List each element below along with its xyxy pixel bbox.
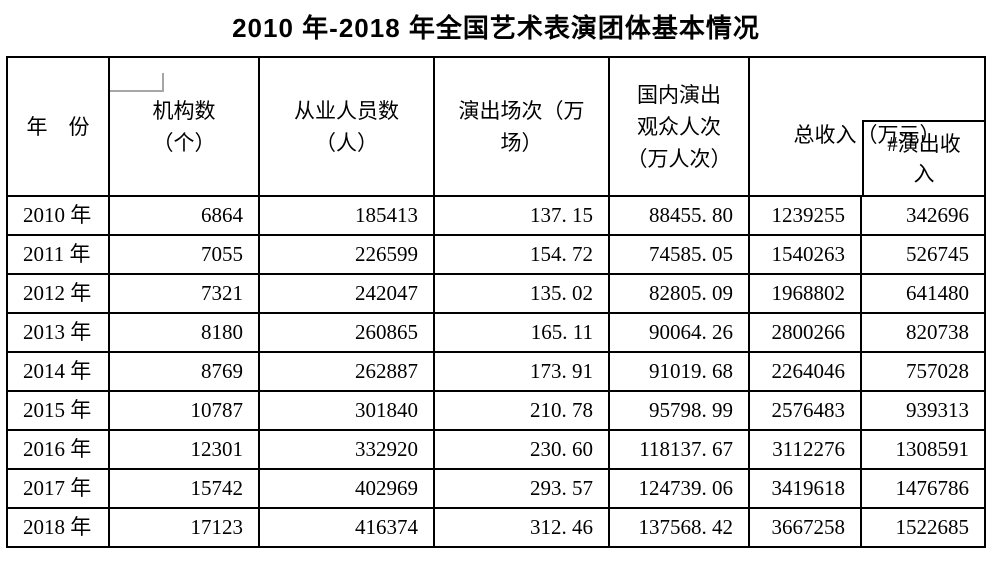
cell-audience-count: 90064. 26 xyxy=(608,312,750,353)
col-header-total-income-label: 总收入（万元） xyxy=(793,122,941,147)
cell-employee-count: 260865 xyxy=(258,312,435,353)
cell-performance-income: 526745 xyxy=(860,234,986,275)
cell-org-count: 7321 xyxy=(108,273,260,314)
cell-total-income: 2264046 xyxy=(748,351,862,392)
col-header-year: 年 份 xyxy=(6,56,110,197)
cell-employee-count: 185413 xyxy=(258,195,435,236)
cell-audience-count: 118137. 67 xyxy=(608,429,750,470)
cell-year: 2014 年 xyxy=(6,351,110,392)
cell-org-count: 7055 xyxy=(108,234,260,275)
table-row: 2018 年 17123 416374 312. 46 137568. 42 3… xyxy=(6,507,986,548)
table-body: 2010 年 6864 185413 137. 15 88455. 80 123… xyxy=(6,195,986,548)
cell-performance-income: 1522685 xyxy=(860,507,986,548)
cell-org-count: 8769 xyxy=(108,351,260,392)
cell-total-income: 1540263 xyxy=(748,234,862,275)
table-row: 2016 年 12301 332920 230. 60 118137. 67 3… xyxy=(6,429,986,470)
cell-total-income: 1968802 xyxy=(748,273,862,314)
cell-year: 2011 年 xyxy=(6,234,110,275)
cell-audience-count: 124739. 06 xyxy=(608,468,750,509)
col-header-show-count: 演出场次（万 场） xyxy=(433,56,610,197)
table-row: 2014 年 8769 262887 173. 91 91019. 68 226… xyxy=(6,351,986,392)
table-row: 2013 年 8180 260865 165. 11 90064. 26 280… xyxy=(6,312,986,353)
cell-employee-count: 262887 xyxy=(258,351,435,392)
cell-org-count: 10787 xyxy=(108,390,260,431)
cell-employee-count: 416374 xyxy=(258,507,435,548)
cell-org-count: 12301 xyxy=(108,429,260,470)
cell-show-count: 154. 72 xyxy=(433,234,610,275)
cell-employee-count: 242047 xyxy=(258,273,435,314)
cell-employee-count: 402969 xyxy=(258,468,435,509)
cell-performance-income: 939313 xyxy=(860,390,986,431)
cell-performance-income: 757028 xyxy=(860,351,986,392)
cell-total-income: 3112276 xyxy=(748,429,862,470)
cell-performance-income: 820738 xyxy=(860,312,986,353)
cell-show-count: 312. 46 xyxy=(433,507,610,548)
col-header-performance-income: #演出收 入 xyxy=(862,120,983,194)
cell-show-count: 173. 91 xyxy=(433,351,610,392)
cell-total-income: 1239255 xyxy=(748,195,862,236)
cell-year: 2013 年 xyxy=(6,312,110,353)
cell-total-income: 3419618 xyxy=(748,468,862,509)
cell-audience-count: 82805. 09 xyxy=(608,273,750,314)
cell-year: 2018 年 xyxy=(6,507,110,548)
col-header-audience-count-label: 国内演出 观众人次 （万人次） xyxy=(626,82,732,171)
col-header-employee-count: 从业人员数 （人） xyxy=(258,56,435,197)
table-row: 2012 年 7321 242047 135. 02 82805. 09 196… xyxy=(6,273,986,314)
cell-audience-count: 91019. 68 xyxy=(608,351,750,392)
col-header-total-income: 总收入（万元） #演出收 入 xyxy=(748,56,986,197)
col-header-year-label: 年 份 xyxy=(26,114,90,139)
cell-org-count: 17123 xyxy=(108,507,260,548)
col-header-employee-count-label: 从业人员数 （人） xyxy=(294,98,399,155)
page-title: 2010 年-2018 年全国艺术表演团体基本情况 xyxy=(232,13,760,43)
cell-year: 2016 年 xyxy=(6,429,110,470)
col-header-audience-count: 国内演出 观众人次 （万人次） xyxy=(608,56,750,197)
cell-year: 2017 年 xyxy=(6,468,110,509)
table-row: 2011 年 7055 226599 154. 72 74585. 05 154… xyxy=(6,234,986,275)
cell-audience-count: 137568. 42 xyxy=(608,507,750,548)
table-row: 2017 年 15742 402969 293. 57 124739. 06 3… xyxy=(6,468,986,509)
cell-show-count: 293. 57 xyxy=(433,468,610,509)
statistics-table: 年 份 机构数 （个） 从业人员数 （人） 演出场次（万 场） 国内演出 观众人… xyxy=(6,56,986,548)
cell-show-count: 165. 11 xyxy=(433,312,610,353)
cell-employee-count: 332920 xyxy=(258,429,435,470)
cell-year: 2012 年 xyxy=(6,273,110,314)
cell-performance-income: 342696 xyxy=(860,195,986,236)
cell-performance-income: 1308591 xyxy=(860,429,986,470)
cell-org-count: 15742 xyxy=(108,468,260,509)
cell-show-count: 135. 02 xyxy=(433,273,610,314)
cell-audience-count: 88455. 80 xyxy=(608,195,750,236)
table-row: 2015 年 10787 301840 210. 78 95798. 99 25… xyxy=(6,390,986,431)
cell-employee-count: 226599 xyxy=(258,234,435,275)
table-row: 2010 年 6864 185413 137. 15 88455. 80 123… xyxy=(6,195,986,236)
cell-total-income: 3667258 xyxy=(748,507,862,548)
cell-show-count: 210. 78 xyxy=(433,390,610,431)
cell-total-income: 2576483 xyxy=(748,390,862,431)
col-header-show-count-label: 演出场次（万 场） xyxy=(458,98,585,155)
table-header: 年 份 机构数 （个） 从业人员数 （人） 演出场次（万 场） 国内演出 观众人… xyxy=(6,56,986,197)
cell-audience-count: 74585. 05 xyxy=(608,234,750,275)
cell-performance-income: 1476786 xyxy=(860,468,986,509)
cell-show-count: 137. 15 xyxy=(433,195,610,236)
col-header-org-count: 机构数 （个） xyxy=(108,56,260,197)
cell-year: 2015 年 xyxy=(6,390,110,431)
cell-audience-count: 95798. 99 xyxy=(608,390,750,431)
cell-year: 2010 年 xyxy=(6,195,110,236)
cell-show-count: 230. 60 xyxy=(433,429,610,470)
cell-org-count: 6864 xyxy=(108,195,260,236)
cell-performance-income: 641480 xyxy=(860,273,986,314)
cell-total-income: 2800266 xyxy=(748,312,862,353)
cell-employee-count: 301840 xyxy=(258,390,435,431)
cell-org-count: 8180 xyxy=(108,312,260,353)
col-header-org-count-label: 机构数 （个） xyxy=(152,98,216,155)
corner-artifact-mark xyxy=(111,73,164,92)
header-row: 年 份 机构数 （个） 从业人员数 （人） 演出场次（万 场） 国内演出 观众人… xyxy=(6,56,986,197)
